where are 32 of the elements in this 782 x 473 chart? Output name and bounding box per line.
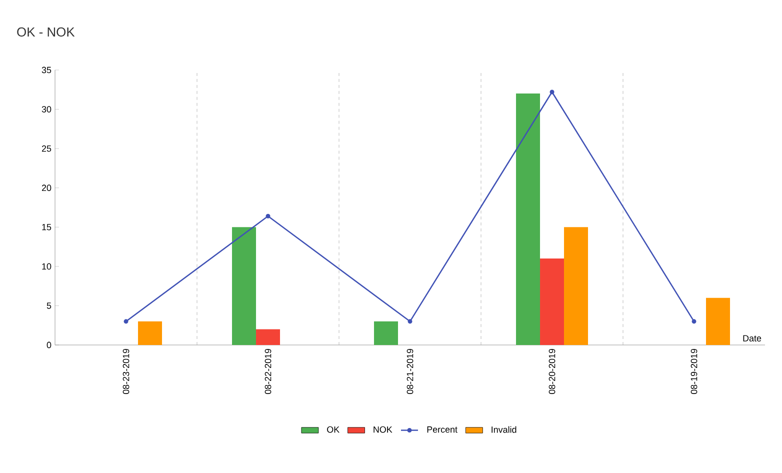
x-axis-title: Date [743,335,762,342]
bar [706,298,730,345]
bar [374,321,398,345]
legend-label: Invalid [492,426,516,433]
point [266,214,270,218]
x-tick-label: 08-22-2019 [264,348,272,394]
bar [516,94,540,345]
point [550,90,554,94]
point [124,319,128,324]
x-tick-label: 08-23-2019 [122,348,130,394]
y-tick-label: 5 [46,302,52,309]
y-tick-label: 15 [42,224,52,230]
point [692,319,696,324]
point [408,319,412,324]
x-tick-label: 08-20-2019 [548,348,556,394]
y-tick-label: 30 [42,106,52,112]
bar [564,227,588,345]
chart-title: OK - NOK [17,27,75,37]
bar [232,227,256,345]
bar [256,329,280,345]
y-tick-label: 10 [42,263,52,270]
y-tick-label: 25 [42,145,52,152]
legend-label: Percent [427,426,458,433]
y-tick-label: 20 [42,184,52,192]
x-tick-label: 08-21-2019 [406,348,414,394]
bar [138,321,162,345]
x-tick-label: 08-19-2019 [690,348,698,394]
legend-label: OK [327,426,340,433]
y-tick-label: 0 [46,342,52,348]
bar [540,258,564,345]
legend-label: NOK [374,426,392,433]
y-tick-label: 35 [42,66,52,74]
